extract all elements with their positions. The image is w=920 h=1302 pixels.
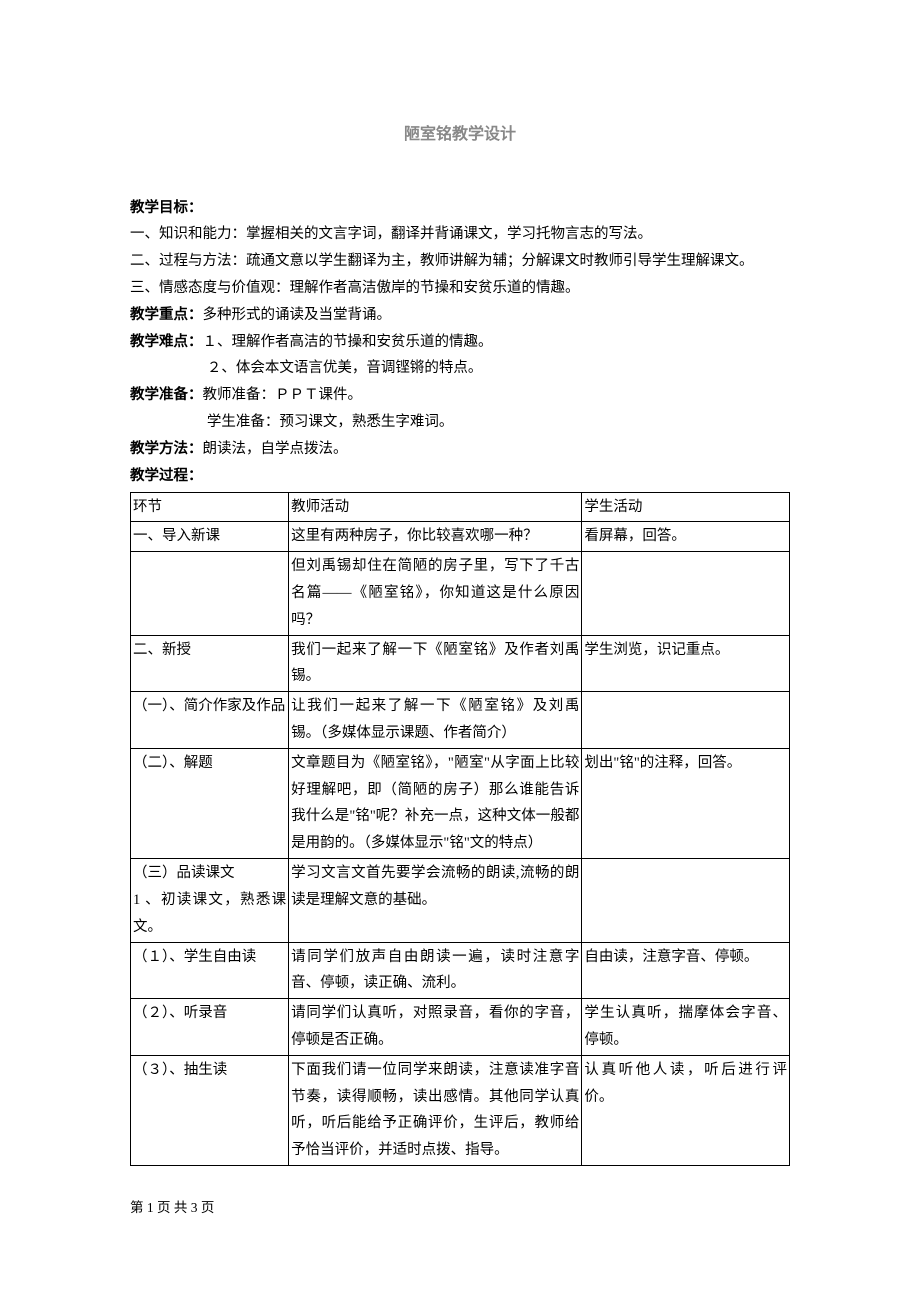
goal-heading: 教学目标： (130, 195, 790, 222)
cell-student: 自由读，注意字音、停顿。 (582, 942, 790, 999)
page-footer: 第 1 页 共 3 页 (130, 1196, 790, 1221)
cell-stage: （一）、简介作家及作品 (131, 692, 289, 749)
prep-line-1: 教学准备：教师准备：ＰＰＴ课件。 (130, 382, 790, 409)
cell-stage: （１）、学生自由读 (131, 942, 289, 999)
goal-label: 教学目标： (130, 200, 203, 216)
cell-teacher: 下面我们请一位同学来朗读，注意读准字音节奏，读得顺畅，读出感情。其他同学认真听，… (289, 1055, 582, 1165)
focus-line: 教学重点：多种形式的诵读及当堂背诵。 (130, 302, 790, 329)
table-header-row: 环节 教师活动 学生活动 (131, 492, 790, 522)
cell-student (582, 859, 790, 942)
focus-label: 教学重点： (130, 307, 203, 323)
table-row: （３）、抽生读 下面我们请一位同学来朗读，注意读准字音节奏，读得顺畅，读出感情。… (131, 1055, 790, 1165)
lesson-table: 环节 教师活动 学生活动 一、导入新课 这里有两种房子，你比较喜欢哪一种？ 看屏… (130, 492, 790, 1167)
cell-student (582, 552, 790, 635)
cell-student: 学生认真听，揣摩体会字音、停顿。 (582, 999, 790, 1056)
cell-teacher: 文章题目为《陋室铭》，"陋室"从字面上比较好理解吧，即（简陋的房子）那么谁能告诉… (289, 748, 582, 858)
table-row: （一）、简介作家及作品 让我们一起来了解一下《陋室铭》及刘禹锡。（多媒体显示课题… (131, 692, 790, 749)
cell-teacher: 但刘禹锡却住在简陋的房子里，写下了千古名篇——《陋室铭》，你知道这是什么原因吗？ (289, 552, 582, 635)
header-col-1: 环节 (131, 492, 289, 522)
cell-teacher: 请同学们放声自由朗读一遍，读时注意字音、停顿，读正确、流利。 (289, 942, 582, 999)
process-label: 教学过程： (130, 468, 203, 484)
header-col-2: 教师活动 (289, 492, 582, 522)
goal-line-1: 一、知识和能力：掌握相关的文言字词，翻译并背诵课文，学习托物言志的写法。 (130, 221, 790, 248)
table-row: （二）、解题 文章题目为《陋室铭》，"陋室"从字面上比较好理解吧，即（简陋的房子… (131, 748, 790, 858)
process-heading: 教学过程： (130, 463, 790, 490)
prep-text-1: 教师准备：ＰＰＴ课件。 (203, 387, 363, 403)
cell-teacher: 学习文言文首先要学会流畅的朗读,流畅的朗读是理解文意的基础。 (289, 859, 582, 942)
cell-teacher: 我们一起来了解一下《陋室铭》及作者刘禹锡。 (289, 635, 582, 692)
goal-line-3: 三、情感态度与价值观：理解作者高洁傲岸的节操和安贫乐道的情趣。 (130, 275, 790, 302)
cell-student: 看屏幕，回答。 (582, 522, 790, 552)
prep-line-2: 学生准备：预习课文，熟悉生字难词。 (130, 409, 790, 436)
table-row: 二、新授 我们一起来了解一下《陋室铭》及作者刘禹锡。 学生浏览，识记重点。 (131, 635, 790, 692)
cell-teacher: 让我们一起来了解一下《陋室铭》及刘禹锡。（多媒体显示课题、作者简介） (289, 692, 582, 749)
method-text: 朗读法，自学点拨法。 (203, 441, 348, 457)
cell-stage: （二）、解题 (131, 748, 289, 858)
cell-student (582, 692, 790, 749)
table-row: （１）、学生自由读 请同学们放声自由朗读一遍，读时注意字音、停顿，读正确、流利。… (131, 942, 790, 999)
cell-student: 学生浏览，识记重点。 (582, 635, 790, 692)
cell-teacher: 这里有两种房子，你比较喜欢哪一种？ (289, 522, 582, 552)
table-row: 一、导入新课 这里有两种房子，你比较喜欢哪一种？ 看屏幕，回答。 (131, 522, 790, 552)
doc-title: 陋室铭教学设计 (130, 120, 790, 150)
table-row: （三）品读课文 1 、初读课文，熟悉课文。 学习文言文首先要学会流畅的朗读,流畅… (131, 859, 790, 942)
cell-student: 认真听他人读，听后进行评价。 (582, 1055, 790, 1165)
difficulty-line-1: 教学难点：１、理解作者高洁的节操和安贫乐道的情趣。 (130, 329, 790, 356)
difficulty-label: 教学难点： (130, 334, 203, 350)
table-row: 但刘禹锡却住在简陋的房子里，写下了千古名篇——《陋室铭》，你知道这是什么原因吗？ (131, 552, 790, 635)
goal-line-2: 二、过程与方法：疏通文意以学生翻译为主，教师讲解为辅；分解课文时教师引导学生理解… (130, 248, 790, 275)
prep-label: 教学准备： (130, 387, 203, 403)
cell-stage: （三）品读课文 1 、初读课文，熟悉课文。 (131, 859, 289, 942)
cell-stage: （２）、听录音 (131, 999, 289, 1056)
cell-stage (131, 552, 289, 635)
difficulty-line-2: ２、体会本文语言优美，音调铿锵的特点。 (130, 355, 790, 382)
focus-text: 多种形式的诵读及当堂背诵。 (203, 307, 392, 323)
method-label: 教学方法： (130, 441, 203, 457)
table-row: （２）、听录音 请同学们认真听，对照录音，看你的字音，停顿是否正确。 学生认真听… (131, 999, 790, 1056)
cell-stage: 二、新授 (131, 635, 289, 692)
difficulty-text-1: １、理解作者高洁的节操和安贫乐道的情趣。 (203, 334, 493, 350)
cell-stage: 一、导入新课 (131, 522, 289, 552)
header-col-3: 学生活动 (582, 492, 790, 522)
cell-student: 划出"铭"的注释，回答。 (582, 748, 790, 858)
cell-teacher: 请同学们认真听，对照录音，看你的字音，停顿是否正确。 (289, 999, 582, 1056)
method-line: 教学方法：朗读法，自学点拨法。 (130, 436, 790, 463)
cell-stage: （３）、抽生读 (131, 1055, 289, 1165)
